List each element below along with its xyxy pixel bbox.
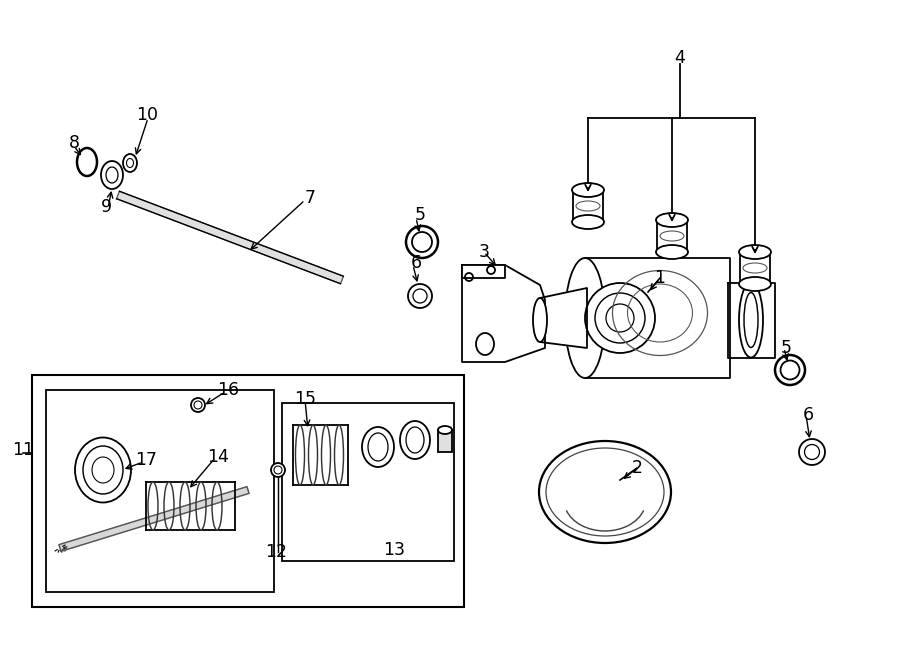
Polygon shape (117, 191, 344, 284)
Text: 5: 5 (415, 206, 426, 224)
Bar (740, 252, 770, 284)
Ellipse shape (123, 154, 137, 172)
Text: 11: 11 (12, 441, 34, 459)
Ellipse shape (413, 289, 427, 303)
Bar (438, 430, 452, 452)
Ellipse shape (595, 293, 645, 343)
Text: 6: 6 (803, 406, 814, 424)
Text: 17: 17 (135, 451, 157, 469)
Ellipse shape (92, 457, 114, 483)
Ellipse shape (656, 245, 688, 259)
Ellipse shape (465, 273, 473, 281)
Polygon shape (59, 486, 249, 551)
Ellipse shape (739, 282, 763, 358)
Ellipse shape (572, 183, 604, 197)
Ellipse shape (476, 333, 494, 355)
Ellipse shape (533, 298, 547, 342)
Text: 5: 5 (780, 339, 791, 357)
Ellipse shape (739, 245, 771, 259)
Ellipse shape (274, 466, 282, 474)
Text: 7: 7 (304, 189, 316, 207)
Text: 2: 2 (632, 459, 643, 477)
Bar (573, 190, 603, 222)
Ellipse shape (487, 266, 495, 274)
Ellipse shape (194, 401, 202, 409)
Text: 16: 16 (217, 381, 239, 399)
Ellipse shape (408, 284, 432, 308)
Polygon shape (462, 265, 505, 278)
Text: 10: 10 (136, 106, 158, 124)
Ellipse shape (271, 463, 285, 477)
Ellipse shape (400, 421, 430, 459)
Bar (32, 375, 464, 607)
Bar (282, 403, 454, 561)
Text: 15: 15 (294, 390, 316, 408)
Bar (46, 390, 274, 592)
Ellipse shape (775, 355, 805, 385)
Text: 1: 1 (654, 269, 665, 287)
Ellipse shape (780, 360, 799, 379)
Text: 6: 6 (410, 254, 421, 272)
Text: 4: 4 (675, 49, 686, 67)
Ellipse shape (75, 438, 131, 502)
Bar (657, 220, 687, 252)
Text: 3: 3 (479, 243, 490, 261)
Ellipse shape (572, 215, 604, 229)
Text: 9: 9 (101, 198, 112, 216)
Ellipse shape (412, 232, 432, 252)
Polygon shape (585, 258, 730, 378)
Ellipse shape (539, 441, 671, 543)
Ellipse shape (565, 258, 605, 378)
Ellipse shape (656, 213, 688, 227)
Ellipse shape (77, 148, 97, 176)
Ellipse shape (606, 304, 634, 332)
Text: 14: 14 (207, 448, 229, 466)
Ellipse shape (799, 439, 825, 465)
Ellipse shape (805, 444, 820, 459)
Ellipse shape (438, 426, 452, 434)
Polygon shape (462, 265, 545, 362)
Ellipse shape (406, 427, 424, 453)
Ellipse shape (739, 277, 771, 291)
Polygon shape (540, 288, 587, 348)
Text: 8: 8 (68, 134, 79, 152)
Polygon shape (728, 283, 775, 358)
Ellipse shape (106, 167, 118, 183)
Ellipse shape (191, 398, 205, 412)
Text: 13: 13 (383, 541, 405, 559)
Ellipse shape (546, 448, 664, 536)
Ellipse shape (585, 283, 655, 353)
Ellipse shape (83, 446, 123, 494)
Ellipse shape (127, 159, 133, 167)
Ellipse shape (368, 433, 388, 461)
Ellipse shape (744, 293, 758, 348)
Ellipse shape (101, 161, 123, 189)
Ellipse shape (406, 226, 438, 258)
Ellipse shape (362, 427, 394, 467)
Text: 12: 12 (265, 543, 287, 561)
